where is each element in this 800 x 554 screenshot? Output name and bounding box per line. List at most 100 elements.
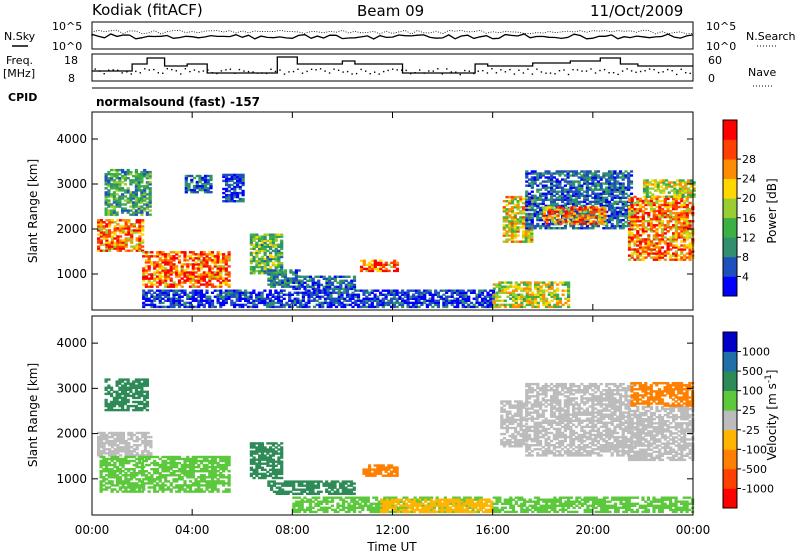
heatmap-cell	[224, 293, 228, 296]
heatmap-cell	[685, 218, 689, 221]
heatmap-cell	[520, 293, 524, 296]
heatmap-cell	[158, 486, 162, 489]
heatmap-cell	[142, 291, 146, 294]
heatmap-cell	[155, 281, 160, 284]
heatmap-cell	[362, 305, 366, 309]
heatmap-cell	[472, 303, 476, 307]
heatmap-cell	[224, 261, 228, 264]
heatmap-cell	[115, 201, 119, 204]
nave-dot	[419, 69, 421, 71]
heatmap-cell	[97, 223, 101, 226]
heatmap-cell	[588, 214, 592, 218]
heatmap-cell	[252, 303, 256, 307]
heatmap-cell	[175, 297, 179, 300]
heatmap-cell	[164, 463, 168, 467]
heatmap-cell	[199, 273, 204, 276]
heatmap-cell	[525, 293, 529, 296]
heatmap-cell	[633, 211, 637, 215]
colorbar-swatch	[723, 178, 737, 199]
heatmap-cell	[258, 259, 262, 263]
heatmap-cell	[241, 200, 245, 203]
heatmap-cell	[144, 297, 148, 300]
heatmap-cell	[539, 299, 543, 302]
heatmap-cell	[219, 281, 223, 284]
heatmap-cell	[180, 263, 184, 266]
heatmap-cell	[230, 195, 234, 199]
heatmap-cell	[187, 188, 191, 192]
heatmap-cell	[605, 200, 609, 204]
heatmap-cell	[390, 291, 394, 294]
heatmap-cell	[177, 303, 182, 307]
heatmap-cell	[210, 299, 215, 302]
heatmap-cell	[199, 251, 204, 254]
heatmap-cell	[633, 213, 637, 217]
heatmap-cell	[260, 247, 264, 251]
heatmap-cell	[260, 301, 264, 305]
heatmap-cell	[198, 188, 202, 192]
heatmap-cell	[107, 181, 111, 184]
heatmap-cell	[551, 210, 555, 213]
heatmap-cell	[630, 240, 634, 243]
heatmap-cell	[627, 228, 632, 231]
heatmap-cell	[293, 303, 297, 307]
nave-dot	[310, 68, 313, 70]
nave-dot	[662, 71, 664, 73]
heatmap-cell	[599, 204, 603, 208]
heatmap-cell	[227, 193, 231, 197]
heatmap-cell	[267, 271, 271, 274]
heatmap-cell	[530, 238, 534, 241]
heatmap-cell	[129, 468, 133, 471]
heatmap-cell	[583, 198, 587, 201]
heatmap-cell	[145, 201, 149, 204]
heatmap-cell	[314, 281, 318, 284]
heatmap-cell	[475, 299, 479, 302]
heatmap-cell	[271, 241, 275, 244]
colorbar-swatch	[723, 198, 737, 219]
heatmap-cell	[129, 213, 133, 216]
heatmap-cell	[241, 189, 245, 193]
nave-dot	[378, 73, 380, 75]
heatmap-cell	[489, 303, 493, 307]
heatmap-cell	[194, 299, 198, 302]
heatmap-cell	[216, 271, 220, 274]
heatmap-cell	[605, 214, 609, 218]
heatmap-cell	[258, 237, 262, 240]
heatmap-cell	[672, 205, 676, 209]
heatmap-cell	[656, 181, 660, 184]
heatmap-cell	[147, 279, 151, 282]
heatmap-cell	[271, 293, 275, 296]
heatmap-cell	[144, 251, 148, 254]
heatmap-cell	[603, 216, 607, 219]
nave-dot	[482, 70, 484, 72]
freq-right-tick-high: 60	[708, 54, 722, 67]
heatmap-cell	[509, 293, 513, 296]
heatmap-cell	[199, 297, 204, 300]
heatmap-cell	[667, 181, 671, 184]
nave-dot	[657, 71, 660, 74]
heatmap-cell	[536, 178, 540, 181]
heatmap-cell	[235, 299, 239, 302]
heatmap-cell	[203, 178, 208, 182]
heatmap-cell	[610, 204, 614, 208]
heatmap-cell	[158, 275, 162, 278]
heatmap-cell	[330, 281, 335, 284]
heatmap-cell	[489, 301, 493, 305]
heatmap-cell	[230, 299, 234, 302]
heatmap-cell	[403, 299, 407, 302]
heatmap-cell	[556, 283, 560, 286]
heatmap-cell	[351, 291, 355, 294]
heatmap-cell	[613, 188, 617, 191]
heatmap-cell	[277, 293, 281, 296]
nave-dot	[355, 72, 358, 75]
heatmap-cell	[599, 192, 603, 195]
heatmap-cell	[143, 173, 147, 176]
heatmap-cell	[118, 187, 122, 190]
heatmap-cell	[539, 174, 543, 177]
heatmap-cell	[638, 242, 643, 245]
heatmap-cell	[621, 218, 625, 222]
heatmap-cell	[678, 183, 682, 186]
heatmap-cell	[669, 240, 673, 243]
heatmap-cell	[467, 295, 471, 298]
heatmap-cell	[663, 205, 667, 209]
nave-dot	[450, 71, 452, 73]
